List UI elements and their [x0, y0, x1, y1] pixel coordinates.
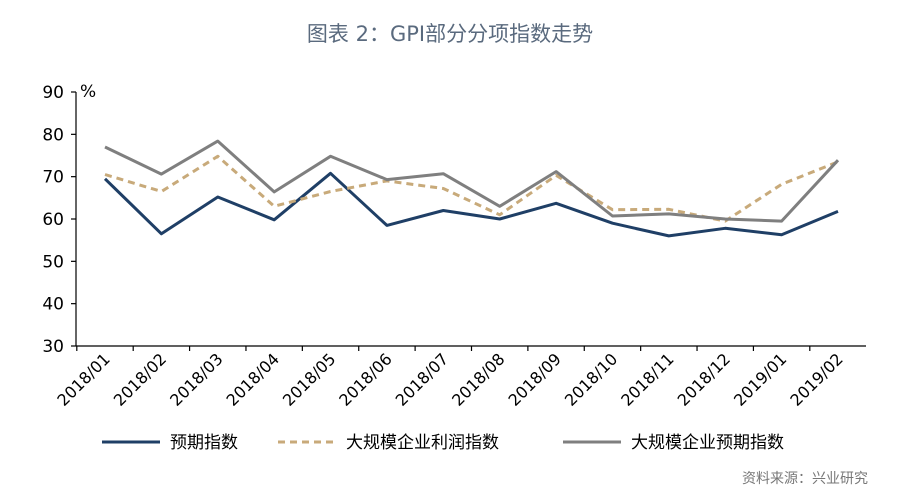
- x-tick-label: 2018/02: [110, 349, 170, 409]
- x-tick-label: 2019/01: [730, 349, 790, 409]
- chart-series: [103, 139, 840, 238]
- series-line-3: [104, 139, 840, 223]
- chart-legend: 预期指数 大规模企业利润指数 大规模企业预期指数: [102, 433, 784, 453]
- x-tick-label: 2018/01: [53, 349, 113, 409]
- x-tick-label: 2018/12: [674, 349, 734, 409]
- legend-label-1: 预期指数: [170, 433, 238, 453]
- y-tick-label: 60: [42, 210, 64, 230]
- x-tick-label: 2018/07: [392, 349, 452, 409]
- source-note: 资料来源：兴业研究: [742, 471, 868, 487]
- chart-title: 图表 2：GPI部分分项指数走势: [306, 22, 594, 46]
- x-tick-label: 2018/04: [223, 349, 283, 409]
- y-tick-label: 80: [42, 125, 64, 145]
- x-tick-label: 2018/09: [504, 349, 564, 409]
- x-tick-label: 2018/05: [279, 349, 339, 409]
- y-tick-label: 40: [42, 295, 64, 315]
- y-tick-label: 50: [42, 252, 64, 272]
- y-tick-label: 30: [42, 337, 64, 357]
- x-tick-label: 2019/02: [786, 349, 846, 409]
- x-tick-label: 2018/11: [617, 349, 677, 409]
- x-tick-label: 2018/08: [448, 349, 508, 409]
- x-tick-label: 2018/06: [335, 349, 395, 409]
- legend-label-2: 大规模企业利润指数: [346, 433, 499, 453]
- legend-label-3: 大规模企业预期指数: [631, 433, 784, 453]
- y-axis-unit: %: [80, 82, 96, 102]
- x-tick-label: 2018/10: [561, 349, 621, 409]
- x-tick-label: 2018/03: [166, 349, 226, 409]
- y-tick-label: 90: [42, 83, 64, 103]
- series-line-1: [103, 171, 839, 238]
- y-tick-label: 70: [42, 168, 64, 188]
